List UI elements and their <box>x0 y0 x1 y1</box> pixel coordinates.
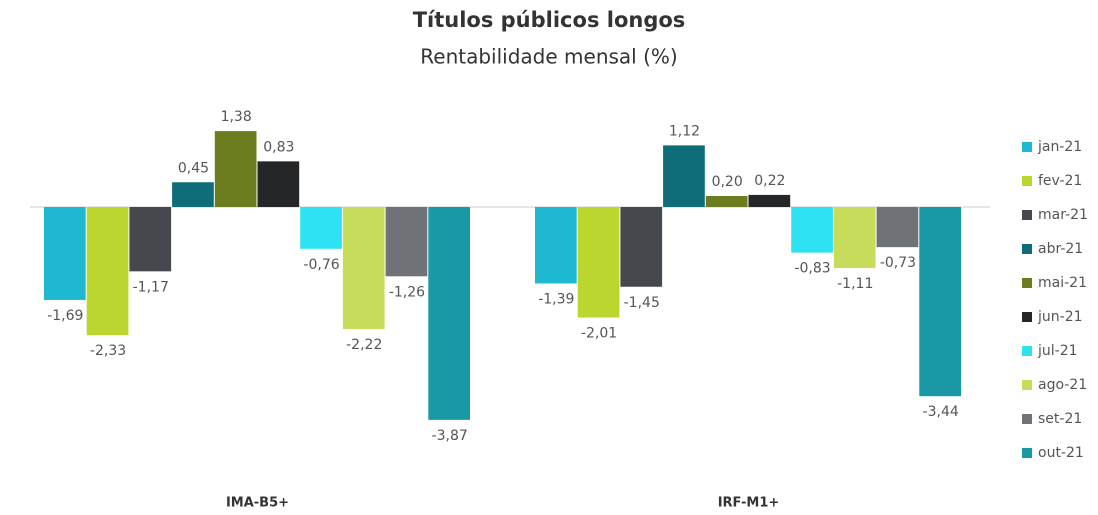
chart-title: Títulos públicos longos <box>413 8 686 32</box>
value-label: -2,01 <box>581 326 617 342</box>
legend-label: ago-21 <box>1038 377 1087 393</box>
legend-label: fev-21 <box>1038 173 1082 189</box>
value-label: 0,83 <box>263 139 294 155</box>
value-label: -2,22 <box>346 337 382 353</box>
bar <box>300 207 342 249</box>
x-tick-label: IMA-B5+ <box>226 496 289 511</box>
legend-swatch <box>1022 312 1032 322</box>
value-label: 1,38 <box>221 109 252 125</box>
value-label: -0,83 <box>794 261 830 277</box>
bar <box>86 207 129 336</box>
value-label: 0,20 <box>712 174 743 190</box>
value-label: -1,26 <box>389 284 425 300</box>
bar <box>129 207 172 272</box>
legend-label: abr-21 <box>1038 241 1083 257</box>
value-label: 0,45 <box>178 160 209 176</box>
legend-swatch <box>1022 176 1032 186</box>
bar <box>791 207 833 253</box>
value-label: -0,73 <box>880 255 916 271</box>
chart-subtitle: Rentabilidade mensal (%) <box>420 45 677 69</box>
bar <box>748 194 791 207</box>
bar <box>172 182 214 207</box>
legend-swatch <box>1022 142 1032 152</box>
legend-label: jul-21 <box>1037 343 1078 359</box>
value-label: -3,87 <box>432 428 468 444</box>
bar <box>214 131 257 207</box>
value-label: 1,12 <box>669 123 700 139</box>
value-label: -1,69 <box>47 308 83 324</box>
value-label: -1,39 <box>538 291 574 307</box>
value-label: 0,22 <box>754 173 785 189</box>
legend-swatch <box>1022 244 1032 254</box>
legend-swatch <box>1022 448 1032 458</box>
legend-swatch <box>1022 346 1032 356</box>
legend-label: out-21 <box>1038 445 1084 461</box>
bar <box>577 207 620 318</box>
bar <box>257 161 300 207</box>
bar <box>876 207 919 248</box>
bar <box>663 145 705 207</box>
legend-swatch <box>1022 380 1032 390</box>
legend-label: mai-21 <box>1038 275 1087 291</box>
bar <box>428 207 470 420</box>
x-tick-label: IRF-M1+ <box>718 496 780 511</box>
legend-label: jun-21 <box>1037 309 1083 325</box>
bar <box>919 207 961 397</box>
bar <box>833 207 876 269</box>
bar <box>535 207 577 284</box>
value-label: -1,45 <box>624 295 660 311</box>
legend-swatch <box>1022 414 1032 424</box>
bar <box>385 207 428 277</box>
bar <box>342 207 385 330</box>
value-label: -1,17 <box>133 279 169 295</box>
legend-swatch <box>1022 278 1032 288</box>
value-label: -3,44 <box>923 404 959 420</box>
bar <box>705 196 748 207</box>
legend-label: jan-21 <box>1037 139 1082 155</box>
bar <box>44 207 86 300</box>
legend-label: set-21 <box>1038 411 1082 427</box>
value-label: -0,76 <box>303 257 339 273</box>
value-label: -2,33 <box>90 343 126 359</box>
value-label: -1,11 <box>837 276 873 292</box>
bar <box>620 207 663 287</box>
legend-label: mar-21 <box>1038 207 1088 223</box>
legend-swatch <box>1022 210 1032 220</box>
